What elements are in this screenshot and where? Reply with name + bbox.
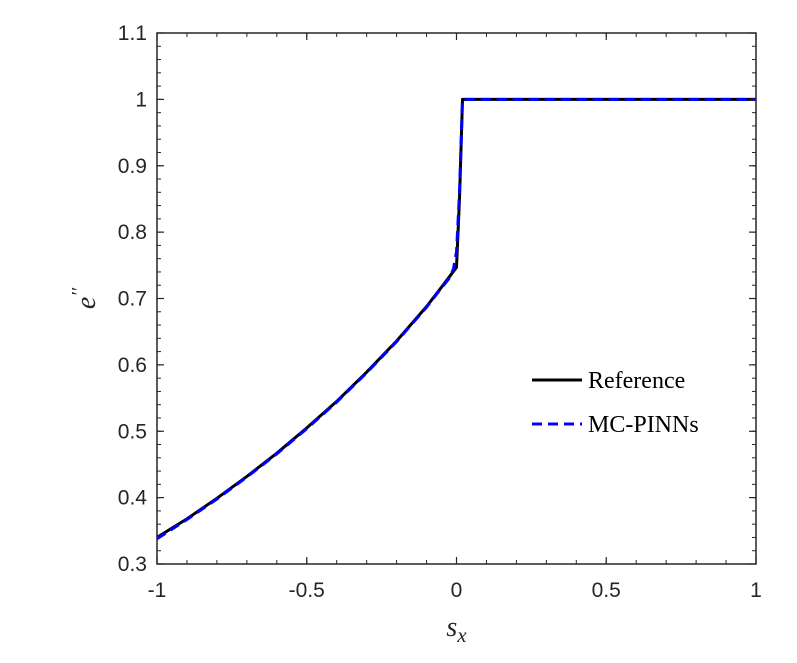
x-tick-label: 1 <box>750 579 762 602</box>
y-axis-label: e′′ <box>68 287 102 309</box>
y-tick-label: 0.7 <box>118 288 147 311</box>
y-tick-label: 1.1 <box>118 22 147 45</box>
series-layer <box>156 97 756 541</box>
y-axis-label-superscript: ′′ <box>68 287 90 296</box>
legend-label-reference: Reference <box>588 368 685 394</box>
plot-area <box>156 32 757 565</box>
axes-box <box>156 32 757 565</box>
series-line-reference <box>156 97 756 539</box>
y-tick-label: 0.5 <box>118 420 147 443</box>
x-tick-label: -0.5 <box>289 579 325 602</box>
legend: Reference MC-PINNs <box>532 368 699 438</box>
y-tick-label: 0.9 <box>118 155 147 178</box>
y-tick-label: 0.4 <box>118 487 148 510</box>
series-line-mc-pinns <box>156 97 756 541</box>
legend-label-mc-pinns: MC-PINNs <box>588 412 699 438</box>
y-tick-label: 1 <box>135 88 147 111</box>
x-axis-label: sx <box>446 612 467 647</box>
x-tick-label: 0 <box>451 579 463 602</box>
tick-labels: -1 -0.5 0 0.5 1 0.3 0.4 0.5 0.6 0.7 0.8 0.9 1 1.1 <box>118 22 762 602</box>
y-tick-label: 0.3 <box>118 553 147 576</box>
y-axis-label-main: e <box>71 297 102 309</box>
y-tick-label: 0.8 <box>118 221 147 244</box>
x-tick-label: 0.5 <box>592 579 621 602</box>
x-tick-label: -1 <box>148 579 167 602</box>
x-axis-label-main: s <box>446 612 457 643</box>
y-tick-label: 0.6 <box>118 354 147 377</box>
x-axis-label-subscript: x <box>456 623 467 647</box>
ticks-layer <box>156 32 757 565</box>
